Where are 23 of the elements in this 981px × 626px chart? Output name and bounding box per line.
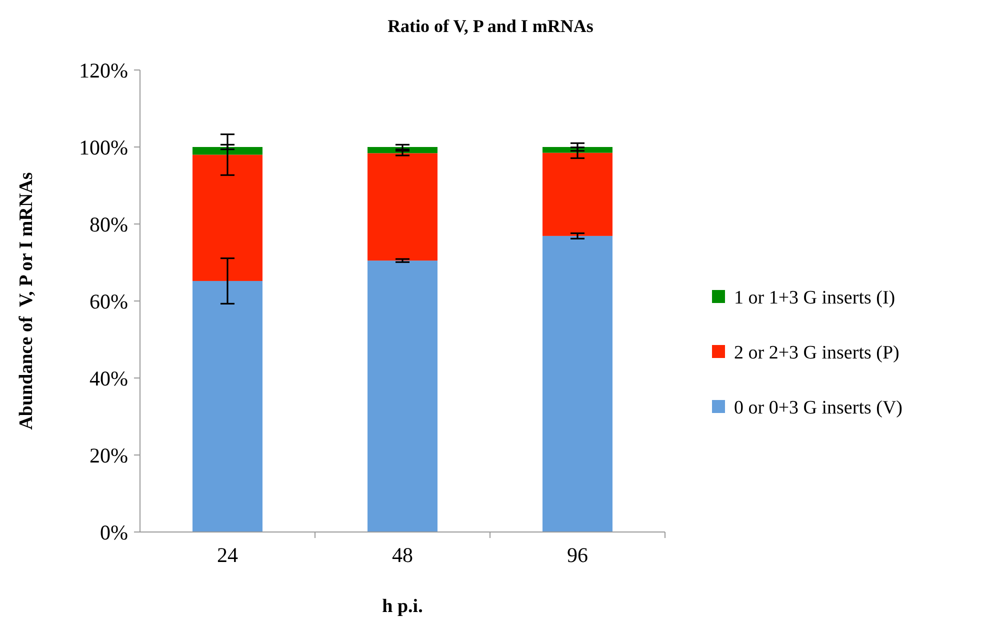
bar <box>542 152 612 236</box>
y-tick-label: 100% <box>79 135 128 160</box>
chart-title: Ratio of V, P and I mRNAs <box>388 16 594 36</box>
y-tick-label: 120% <box>79 58 128 82</box>
y-tick-label: 40% <box>90 366 128 390</box>
x-tick-label: 96 <box>567 543 588 567</box>
bar <box>368 260 438 532</box>
bar <box>192 280 262 532</box>
legend-label: 1 or 1+3 G inserts (I) <box>734 288 896 309</box>
y-tick-label: 0% <box>100 520 128 544</box>
x-tick-label: 48 <box>392 543 413 567</box>
bar <box>192 154 262 281</box>
legend-label: 2 or 2+3 G inserts (P) <box>734 342 900 364</box>
x-tick-label: 24 <box>217 543 238 567</box>
bar <box>368 153 438 261</box>
y-tick-label: 20% <box>90 443 128 468</box>
y-tick-label: 60% <box>90 289 128 314</box>
y-axis-title: Abundance of V, P or I mRNAs <box>16 172 37 430</box>
bar <box>192 147 262 155</box>
x-axis-title: h p.i. <box>382 596 423 617</box>
y-tick-label: 80% <box>90 212 128 236</box>
bar <box>542 236 612 532</box>
legend-label: 0 or 0+3 G inserts (V) <box>734 398 902 419</box>
